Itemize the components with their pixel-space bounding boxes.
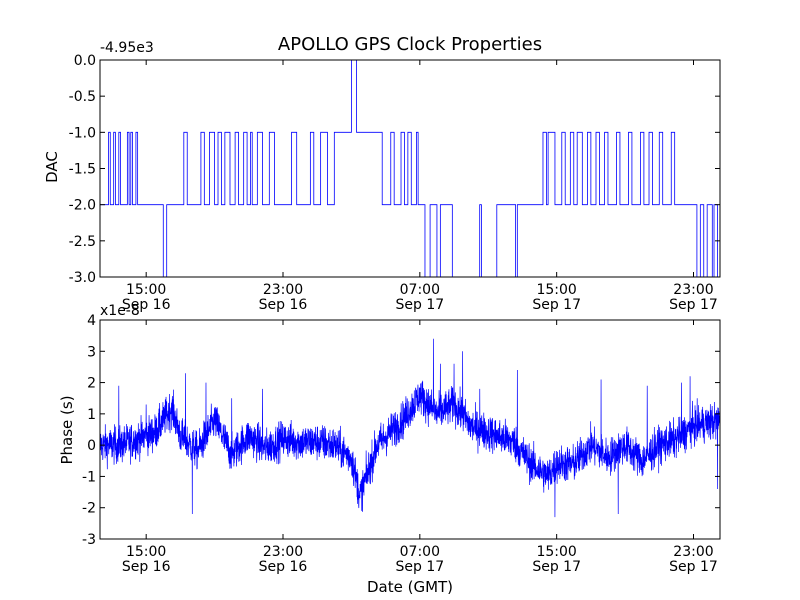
bottom-x-axis-label: Date (GMT): [367, 578, 453, 596]
bottom-ytick-label: -2: [82, 501, 96, 517]
top-ytick-label: -2.0: [69, 198, 96, 214]
bottom-xtick-time: 15:00: [126, 544, 166, 560]
top-ytick-label: 0.0: [74, 53, 96, 69]
top-axes-frame: [99, 59, 721, 278]
bottom-y-ticks: 4 3 2 1 0 -1 -2 -3: [82, 313, 720, 548]
top-ytick-label: -1.0: [69, 125, 96, 141]
bottom-panel: x1e-8 Phase (s) Date (GMT) 4 3 2 1 0 -1 -2 -3 1…: [58, 303, 721, 596]
bottom-xtick-date: Sep 17: [669, 559, 718, 575]
top-y-ticks: 0.0 -0.5 -1.0 -1.5 -2.0 -2.5 -3.0: [69, 53, 720, 286]
dac-series-line: [100, 60, 720, 277]
top-panel: -4.95e3 DAC 0.0-0.5-1.0-1.5-2.0-2.5-3.0 …: [43, 40, 721, 313]
bottom-plot-area: [100, 338, 720, 518]
top-xtick-date: Sep 16: [259, 297, 308, 313]
top-xtick-time: 15:00: [126, 282, 166, 298]
bottom-xtick-date: Sep 16: [122, 559, 171, 575]
top-ytick-label: -1.5: [69, 162, 96, 178]
bottom-offset-label: x1e-8: [100, 303, 140, 319]
bottom-axes-frame: [99, 319, 721, 540]
top-xtick-date: Sep 17: [669, 297, 718, 313]
bottom-xtick-time: 15:00: [536, 544, 576, 560]
bottom-xtick-date: Sep 17: [396, 559, 445, 575]
bottom-xtick-time: 07:00: [400, 544, 440, 560]
top-xtick-date: Sep 17: [396, 297, 445, 313]
top-ytick-label: -3.0: [69, 270, 96, 286]
bottom-xtick-time: 23:00: [673, 544, 713, 560]
bottom-ytick-label: -1: [82, 469, 96, 485]
bottom-ytick-label: -3: [82, 532, 96, 548]
top-xtick-date: Sep 17: [532, 297, 581, 313]
top-xtick-date: Sep 16: [122, 297, 171, 313]
phase-series-line: [100, 338, 720, 518]
top-xtick-time: 23:00: [263, 282, 303, 298]
bottom-y-axis-label: Phase (s): [58, 395, 76, 464]
chart-title: APOLLO GPS Clock Properties: [278, 34, 542, 55]
top-y-axis-label: DAC: [43, 151, 61, 183]
bottom-xtick-time: 23:00: [263, 544, 303, 560]
bottom-xtick-date: Sep 16: [259, 559, 308, 575]
bottom-ytick-label: 3: [87, 344, 96, 360]
top-xtick-time: 07:00: [400, 282, 440, 298]
bottom-xtick-date: Sep 17: [532, 559, 581, 575]
bottom-ytick-label: 0: [87, 438, 96, 454]
bottom-ytick-label: 2: [87, 376, 96, 392]
top-ytick-label: -0.5: [69, 89, 96, 105]
bottom-ytick-label: 1: [87, 407, 96, 423]
top-xtick-time: 23:00: [673, 282, 713, 298]
top-ytick-label: -2.5: [69, 234, 96, 250]
top-offset-label: -4.95e3: [100, 40, 154, 56]
bottom-ytick-label: 4: [87, 313, 96, 329]
top-plot-area: [100, 60, 720, 277]
top-xtick-time: 15:00: [536, 282, 576, 298]
